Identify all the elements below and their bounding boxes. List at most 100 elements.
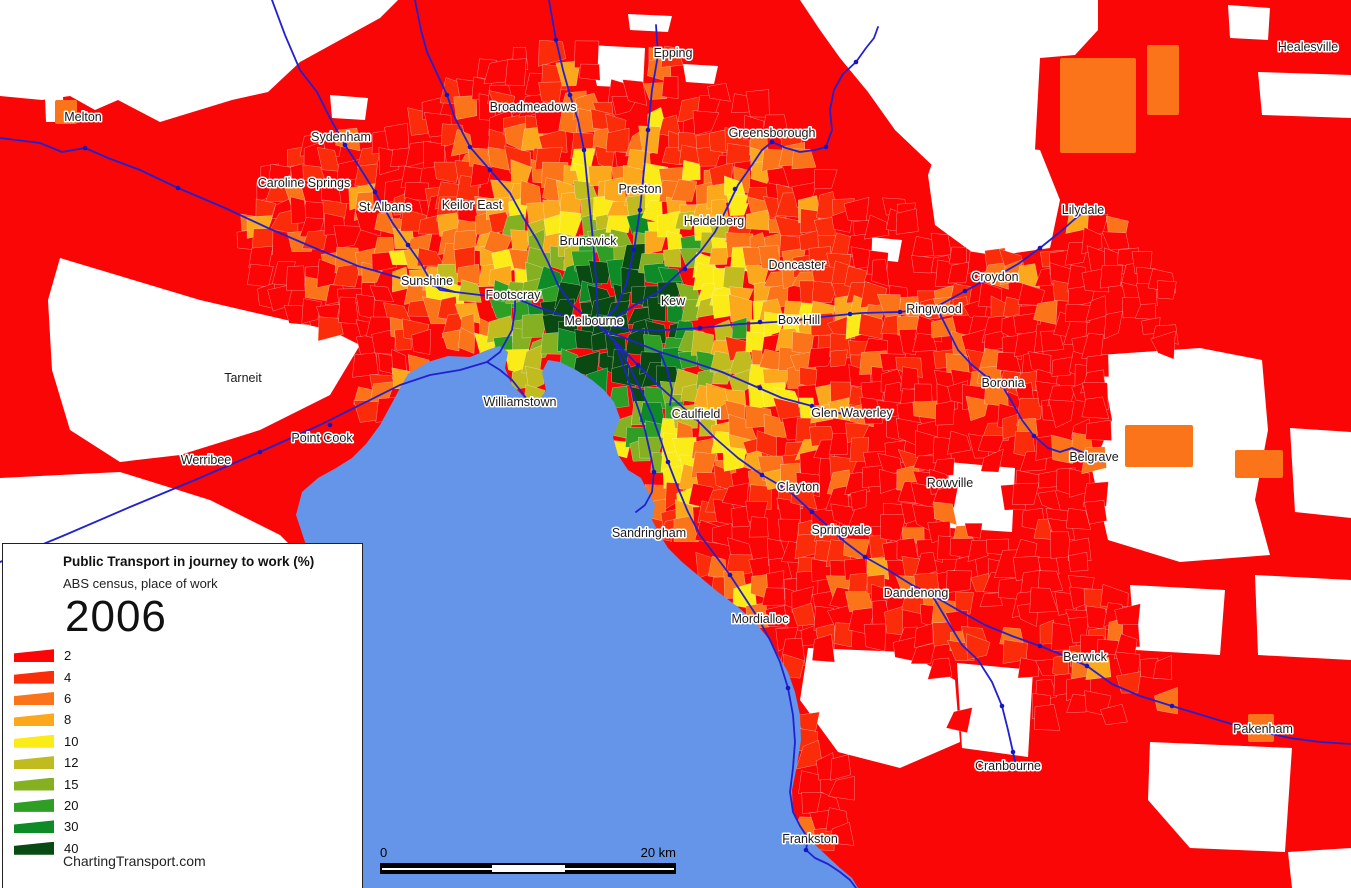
station-dot xyxy=(823,144,829,150)
legend-swatch xyxy=(14,734,54,748)
rural-orange-patch xyxy=(1147,45,1179,115)
map-label-mordialloc: Mordialloc xyxy=(732,612,789,626)
no-data-area xyxy=(0,0,398,122)
legend-value: 15 xyxy=(64,776,79,792)
map-label-epping: Epping xyxy=(654,46,693,60)
map-label-sydenham: Sydenham xyxy=(311,130,371,144)
station-dot xyxy=(553,37,559,43)
rail-line xyxy=(597,324,1351,745)
legend-subtitle: ABS census, place of work xyxy=(63,576,218,591)
legend-value: 8 xyxy=(64,712,72,728)
map-label-werribee: Werribee xyxy=(181,453,232,467)
map-label-doncaster: Doncaster xyxy=(769,258,826,272)
no-data-area xyxy=(588,45,645,88)
rail-line xyxy=(486,361,527,399)
station-dot xyxy=(342,142,348,148)
station-dot xyxy=(567,92,573,98)
station-dot xyxy=(803,847,809,853)
no-data-area xyxy=(800,0,1098,168)
map-label-keilor-east: Keilor East xyxy=(442,198,503,212)
legend-value: 6 xyxy=(64,690,72,706)
station-dot xyxy=(372,189,378,195)
station-dot xyxy=(732,186,738,192)
station-dot xyxy=(999,703,1005,709)
station-dot xyxy=(757,385,763,391)
no-data-area xyxy=(1255,575,1351,660)
station-dot xyxy=(444,92,450,98)
legend-item: 4 xyxy=(14,666,78,687)
map-label-dandenong: Dandenong xyxy=(884,586,949,600)
map-label-caroline-springs: Caroline Springs xyxy=(258,176,350,190)
legend-swatch xyxy=(14,713,54,727)
station-dot xyxy=(809,509,815,515)
legend-value: 20 xyxy=(64,797,79,813)
station-dot xyxy=(635,362,641,368)
station-dot xyxy=(692,415,698,421)
map-label-springvale: Springvale xyxy=(811,523,870,537)
legend-item: 20 xyxy=(14,795,78,816)
rail-line xyxy=(617,344,857,888)
map-label-belgrave: Belgrave xyxy=(1069,450,1118,464)
station-dot xyxy=(631,247,637,253)
map-label-glen-waverley: Glen Waverley xyxy=(811,406,893,420)
station-dot xyxy=(809,403,815,409)
rail-line xyxy=(613,339,655,513)
legend-panel: Public Transport in journey to work (%) … xyxy=(2,543,363,888)
no-data-area xyxy=(1228,5,1270,40)
legend-item: 10 xyxy=(14,731,78,752)
rail-line xyxy=(931,594,1017,767)
map-label-ringwood: Ringwood xyxy=(906,302,962,316)
map-label-brunswick: Brunswick xyxy=(560,234,618,248)
map-label-rowville: Rowville xyxy=(927,476,974,490)
station-dot xyxy=(962,288,968,294)
legend-item: 40 xyxy=(14,838,78,859)
no-data-area xyxy=(928,140,1060,258)
no-data-area xyxy=(800,648,960,768)
no-data-area xyxy=(1288,848,1351,888)
map-label-kew: Kew xyxy=(661,294,686,308)
map-label-st-albans: St Albans xyxy=(359,200,412,214)
legend-value: 30 xyxy=(64,819,79,835)
scale-bar-end-label: 20 km xyxy=(640,845,676,860)
station-dot xyxy=(1037,245,1043,251)
station-dot xyxy=(862,554,868,560)
map-label-melton: Melton xyxy=(64,110,102,124)
station-dot xyxy=(847,311,853,317)
choropleth-mosaic xyxy=(236,39,1179,851)
map-label-tarneit: Tarneit xyxy=(224,371,262,385)
map-label-sunshine: Sunshine xyxy=(401,274,453,288)
rail-line xyxy=(414,0,599,323)
map-label-preston: Preston xyxy=(618,182,661,196)
station-dot xyxy=(651,469,657,475)
station-dot xyxy=(645,127,651,133)
station-dot xyxy=(853,59,859,65)
map-label-broadmeadows: Broadmeadows xyxy=(490,100,577,114)
rail-stations xyxy=(82,37,1241,853)
no-data-area xyxy=(1290,428,1351,518)
legend-swatch xyxy=(14,820,54,834)
station-dot xyxy=(769,139,775,145)
no-data-area xyxy=(948,462,1015,532)
rail-line xyxy=(0,297,516,563)
legend-swatch xyxy=(14,756,54,770)
station-dot xyxy=(697,325,703,331)
rail-line xyxy=(271,0,456,293)
map-label-melbourne: Melbourne xyxy=(564,314,623,328)
rural-orange-patch xyxy=(1235,450,1283,478)
map-label-box-hill: Box Hill xyxy=(778,313,820,327)
station-dot xyxy=(405,242,411,248)
no-data-area xyxy=(628,14,672,32)
map-label-sandringham: Sandringham xyxy=(612,526,686,540)
no-data-area xyxy=(1148,742,1292,852)
legend-value: 12 xyxy=(64,755,79,771)
no-data-area xyxy=(957,663,1033,757)
map-label-healesville: Healesville xyxy=(1278,40,1338,54)
no-data-area xyxy=(683,64,718,84)
map-label-lilydale: Lilydale xyxy=(1062,203,1104,217)
map-label-caulfield: Caulfield xyxy=(672,407,721,421)
map-label-frankston: Frankston xyxy=(782,832,838,846)
rural-orange-patch xyxy=(1248,714,1274,742)
legend-item: 8 xyxy=(14,709,78,730)
station-dot xyxy=(487,167,493,173)
